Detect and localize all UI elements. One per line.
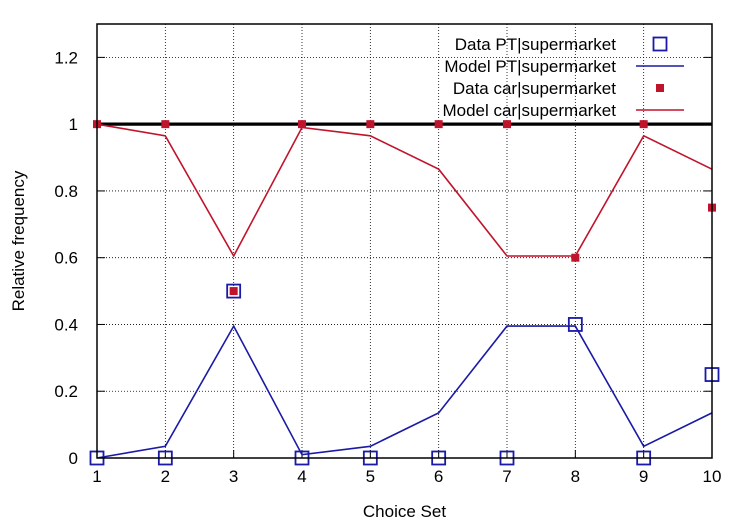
data-point-filled-square: [434, 120, 443, 129]
legend-label: Data PT|supermarket: [455, 35, 617, 54]
x-tick-label: 9: [639, 467, 648, 486]
y-tick-label: 0.4: [54, 315, 78, 334]
data-point-filled-square: [503, 120, 511, 129]
legend-label: Data car|supermarket: [453, 79, 616, 98]
legend-label: Model PT|supermarket: [444, 57, 616, 76]
legend-filled-square-swatch: [656, 84, 664, 92]
x-tick-label: 4: [297, 467, 306, 486]
data-point-open-square: [567, 317, 583, 332]
x-tick-label: 2: [161, 467, 170, 486]
data-point-filled-square: [366, 120, 375, 129]
data-point-filled-square: [571, 253, 580, 262]
y-tick-label: 0.2: [54, 382, 78, 401]
data-point-filled-square: [161, 120, 170, 129]
y-tick-label: 0.6: [54, 249, 78, 268]
y-axis-label: Relative frequency: [9, 170, 28, 311]
x-tick-label: 1: [92, 467, 101, 486]
y-tick-label: 0: [69, 449, 78, 468]
legend: Data PT|supermarket Model PT|supermarket D…: [442, 35, 684, 120]
x-tick-label: 6: [434, 467, 443, 486]
x-tick-label: 5: [366, 467, 375, 486]
tick-labels: 1 2 3 4 5 6 7 8 9 10 0 0.2 0.4 0.6 0.8 1 1.2: [54, 48, 721, 486]
data-point-filled-square: [298, 120, 306, 129]
data-point-filled-square: [639, 120, 648, 129]
x-tick-label: 8: [571, 467, 580, 486]
y-tick-label: 1: [69, 115, 78, 134]
series-line: [96, 324, 713, 459]
plot-frame: [96, 23, 713, 459]
y-tick-label: 1.2: [54, 48, 78, 67]
data-point-filled-square: [229, 287, 238, 296]
x-tick-label: 10: [703, 467, 722, 486]
grid: [96, 24, 713, 459]
series-line: [96, 123, 713, 258]
x-tick-label: 3: [229, 467, 238, 486]
x-axis-label: Choice Set: [363, 502, 446, 521]
legend-label: Model car|supermarket: [442, 101, 616, 120]
series-layer: [89, 120, 720, 466]
y-tick-label: 0.8: [54, 182, 78, 201]
data-point-open-square: [226, 283, 242, 299]
x-tick-label: 7: [502, 467, 511, 486]
legend-open-square-swatch: [652, 36, 668, 52]
